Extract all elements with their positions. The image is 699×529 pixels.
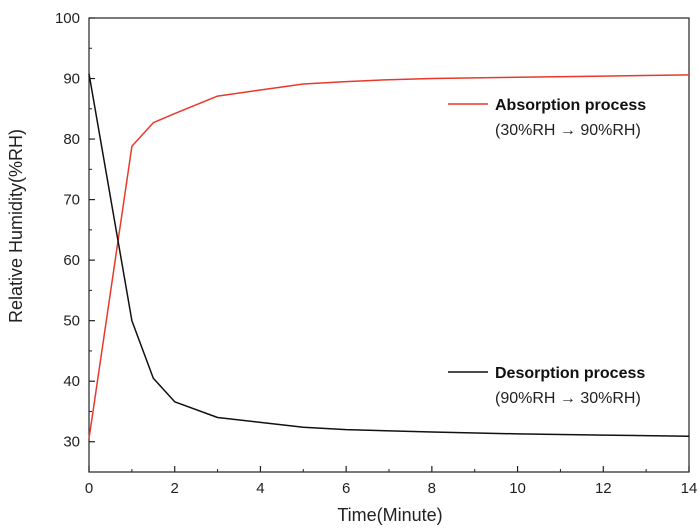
- legend-desorption: Desorption process (90%RH → 30%RH): [448, 365, 645, 407]
- series-line-absorption: [88, 74, 690, 439]
- x-tick-label: 6: [342, 480, 350, 497]
- y-tick-label: 90: [63, 71, 80, 88]
- series-lines: [88, 73, 690, 439]
- axis-ticks: 0 2 4 6 8 10 12 14 30 40 50 60 70 80 90 100: [55, 10, 697, 497]
- y-tick-label: 40: [63, 373, 80, 390]
- y-axis-title: Relative Humidity(%RH): [6, 129, 26, 323]
- x-tick-label: 12: [595, 480, 612, 497]
- x-tick-label: 0: [85, 480, 93, 497]
- x-tick-label: 2: [171, 480, 179, 497]
- y-tick-label: 100: [55, 10, 80, 27]
- legend-condition-desorption: (90%RH → 30%RH): [495, 390, 641, 407]
- x-axis-title: Time(Minute): [337, 505, 442, 525]
- legend-label-desorption: Desorption process: [495, 365, 645, 382]
- x-tick-label: 14: [681, 480, 698, 497]
- legend-condition-absorption: (30%RH → 90%RH): [495, 122, 641, 139]
- y-tick-label: 70: [63, 192, 80, 209]
- y-tick-label: 30: [63, 434, 80, 451]
- x-tick-label: 4: [256, 480, 264, 497]
- x-tick-label: 10: [509, 480, 526, 497]
- series-line-desorption: [88, 73, 690, 438]
- legend-label-absorption: Absorption process: [495, 97, 646, 114]
- legend-absorption: Absorption process (30%RH → 90%RH): [448, 97, 646, 139]
- y-tick-label: 60: [63, 252, 80, 269]
- x-tick-label: 8: [428, 480, 436, 497]
- y-tick-label: 80: [63, 131, 80, 148]
- y-tick-label: 50: [63, 313, 80, 330]
